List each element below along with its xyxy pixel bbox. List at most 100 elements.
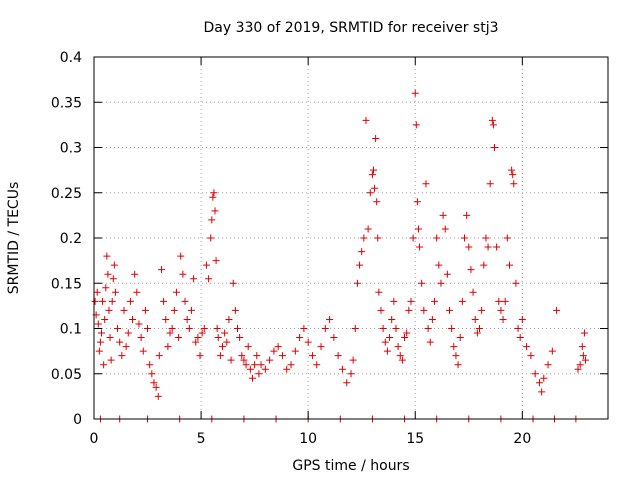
data-point xyxy=(225,315,233,323)
data-point xyxy=(106,334,114,342)
data-point xyxy=(486,180,494,188)
data-point xyxy=(164,343,172,351)
data-point xyxy=(469,288,477,296)
data-point xyxy=(443,270,451,278)
y-axis-label: SRMTID / TECUs xyxy=(6,182,22,295)
data-point xyxy=(578,343,586,351)
data-point xyxy=(426,338,434,346)
data-point xyxy=(471,315,479,323)
data-point xyxy=(516,334,524,342)
data-point xyxy=(422,180,430,188)
data-point xyxy=(175,334,183,342)
data-point xyxy=(137,334,145,342)
y-tick-label: 0.3 xyxy=(60,141,82,157)
data-point xyxy=(200,325,208,332)
data-point xyxy=(538,388,546,396)
data-point xyxy=(321,325,329,332)
data-point xyxy=(227,356,235,364)
data-point xyxy=(508,166,516,174)
data-point xyxy=(172,288,180,296)
y-tick-label: 0 xyxy=(73,412,82,428)
x-tick-label: 20 xyxy=(513,431,531,447)
data-point xyxy=(450,343,458,351)
data-point xyxy=(360,234,368,242)
x-axis-label: GPS time / hours xyxy=(292,458,409,474)
data-point xyxy=(114,325,122,332)
y-tick-label: 0.35 xyxy=(51,95,82,111)
data-point xyxy=(505,261,513,269)
data-point xyxy=(207,234,215,242)
data-point xyxy=(540,374,548,382)
data-point xyxy=(126,297,134,305)
data-point xyxy=(512,279,520,287)
data-point xyxy=(111,288,119,296)
data-point xyxy=(116,338,124,346)
data-point xyxy=(248,374,256,382)
data-point xyxy=(433,234,441,242)
data-point xyxy=(148,370,156,378)
data-point xyxy=(343,379,351,387)
data-point xyxy=(488,116,496,124)
data-point xyxy=(473,329,481,337)
data-point xyxy=(454,361,462,369)
data-points xyxy=(91,89,590,423)
data-point xyxy=(523,343,531,351)
data-point xyxy=(96,338,104,346)
data-point xyxy=(261,365,269,373)
data-point xyxy=(388,315,396,323)
data-point xyxy=(349,356,357,364)
data-point xyxy=(527,352,535,360)
data-point xyxy=(435,261,443,269)
data-point xyxy=(257,361,265,369)
x-tick-label: 5 xyxy=(197,431,206,447)
data-point xyxy=(157,266,165,274)
data-point xyxy=(386,334,394,342)
data-point xyxy=(439,211,447,219)
data-point xyxy=(209,193,217,201)
data-point xyxy=(196,352,204,360)
data-point xyxy=(553,306,561,314)
data-point xyxy=(219,343,226,351)
data-point xyxy=(403,329,411,337)
data-point xyxy=(103,252,111,260)
data-point xyxy=(377,306,385,314)
y-tick-label: 0.2 xyxy=(60,231,82,247)
data-point xyxy=(194,334,202,342)
data-point xyxy=(251,361,259,369)
data-point xyxy=(120,306,128,314)
data-point xyxy=(131,270,139,278)
data-point xyxy=(574,365,582,373)
data-point xyxy=(362,116,370,124)
data-point xyxy=(181,297,189,305)
data-point xyxy=(107,356,115,364)
data-point xyxy=(375,288,383,296)
data-point xyxy=(465,243,473,251)
data-point xyxy=(144,325,152,332)
data-point xyxy=(503,234,511,242)
data-point xyxy=(236,334,244,342)
y-tick-label: 0.05 xyxy=(51,367,82,383)
data-point xyxy=(183,315,191,323)
data-point xyxy=(441,225,449,233)
data-point xyxy=(495,297,503,305)
data-point xyxy=(190,275,198,283)
data-point xyxy=(274,343,282,351)
data-point xyxy=(482,234,490,242)
data-point xyxy=(102,284,110,292)
data-point xyxy=(266,356,274,364)
data-point xyxy=(478,306,486,314)
data-point xyxy=(139,347,147,355)
data-point xyxy=(489,121,497,129)
data-point xyxy=(374,234,382,242)
data-point xyxy=(420,306,428,314)
data-point xyxy=(490,144,498,151)
data-point xyxy=(94,320,102,328)
y-tick-label: 0.4 xyxy=(60,50,82,66)
data-point xyxy=(216,352,224,360)
data-point xyxy=(580,329,588,337)
data-point xyxy=(353,279,361,287)
data-point xyxy=(179,270,187,278)
data-point xyxy=(233,325,241,332)
data-point xyxy=(448,325,456,332)
